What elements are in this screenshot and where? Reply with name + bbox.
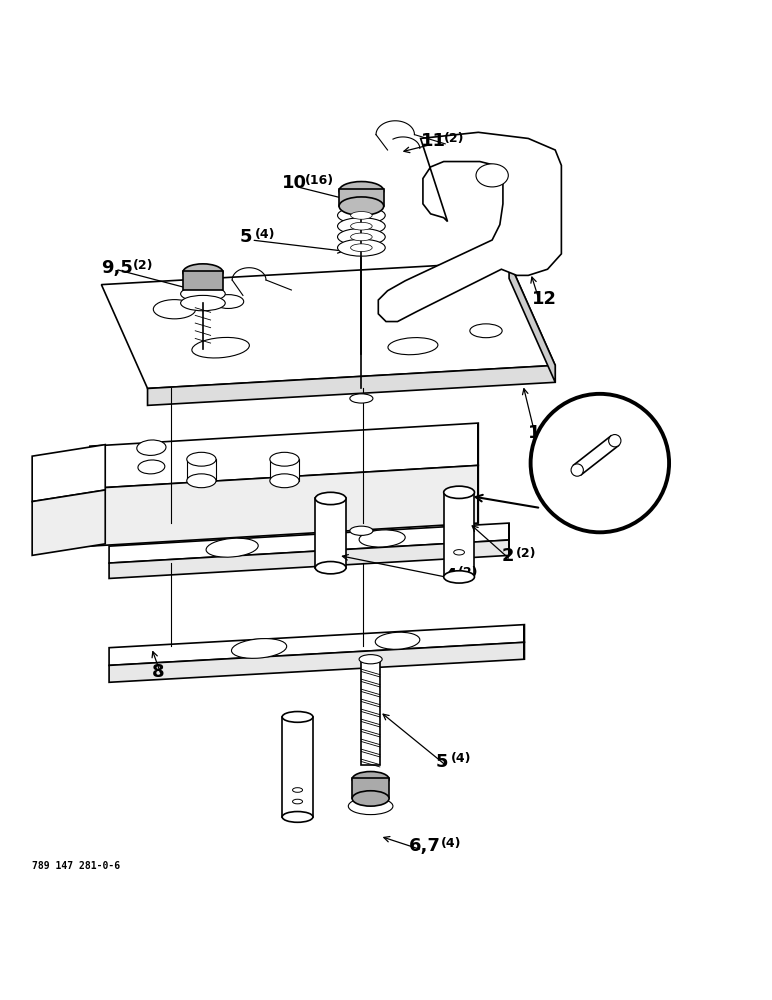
Text: (4): (4) [255, 228, 275, 241]
Ellipse shape [571, 464, 584, 476]
Text: (2): (2) [444, 132, 464, 145]
Ellipse shape [350, 526, 373, 535]
Ellipse shape [337, 228, 385, 245]
Ellipse shape [232, 639, 286, 658]
Ellipse shape [315, 492, 346, 505]
Ellipse shape [444, 486, 475, 498]
Polygon shape [101, 262, 555, 388]
Ellipse shape [187, 452, 216, 466]
Bar [282, 717, 313, 817]
Ellipse shape [181, 286, 225, 302]
Ellipse shape [192, 337, 249, 358]
Text: 12: 12 [532, 290, 557, 308]
Ellipse shape [206, 538, 258, 557]
Text: 10: 10 [282, 174, 307, 192]
Polygon shape [109, 625, 524, 665]
Text: (4): (4) [441, 837, 461, 850]
Ellipse shape [375, 632, 420, 649]
Text: (2): (2) [516, 547, 537, 560]
Ellipse shape [293, 788, 303, 792]
Text: 3: 3 [617, 459, 629, 477]
Text: 789 147 281-0-6: 789 147 281-0-6 [32, 861, 120, 871]
Bar [352, 778, 389, 798]
Polygon shape [90, 465, 479, 546]
Ellipse shape [154, 300, 195, 319]
Ellipse shape [337, 218, 385, 235]
Ellipse shape [350, 222, 372, 230]
Ellipse shape [454, 550, 465, 555]
Ellipse shape [359, 530, 405, 547]
Ellipse shape [339, 197, 384, 215]
Polygon shape [378, 132, 561, 322]
Ellipse shape [444, 571, 475, 583]
Polygon shape [90, 423, 479, 488]
Ellipse shape [183, 264, 223, 281]
Text: 8: 8 [151, 663, 164, 681]
Circle shape [530, 394, 669, 532]
Ellipse shape [337, 207, 385, 224]
Polygon shape [509, 262, 555, 382]
Polygon shape [32, 445, 105, 502]
Text: 2: 2 [501, 547, 514, 565]
Polygon shape [32, 490, 105, 555]
Ellipse shape [181, 295, 225, 311]
Ellipse shape [470, 324, 502, 338]
Text: 9,5: 9,5 [101, 259, 134, 277]
Ellipse shape [388, 338, 438, 355]
Polygon shape [109, 523, 509, 563]
Text: (2): (2) [133, 259, 154, 272]
Ellipse shape [350, 394, 373, 403]
Ellipse shape [282, 812, 313, 822]
Ellipse shape [270, 474, 299, 488]
Ellipse shape [350, 233, 372, 241]
Ellipse shape [359, 655, 382, 664]
Bar [183, 271, 223, 290]
Text: 1: 1 [528, 424, 541, 442]
Ellipse shape [282, 712, 313, 722]
Text: 6,7: 6,7 [409, 837, 441, 855]
Ellipse shape [476, 164, 508, 187]
Bar [270, 459, 299, 481]
Polygon shape [109, 642, 524, 682]
Text: (16): (16) [305, 174, 334, 187]
Ellipse shape [352, 772, 389, 787]
Ellipse shape [187, 474, 216, 488]
Ellipse shape [137, 440, 166, 455]
Text: 5: 5 [240, 228, 252, 246]
Text: (2): (2) [459, 566, 479, 579]
Bar [187, 459, 216, 481]
Polygon shape [147, 365, 555, 405]
Text: 11: 11 [421, 132, 445, 150]
Polygon shape [574, 436, 618, 475]
Ellipse shape [270, 452, 299, 466]
Polygon shape [109, 540, 509, 578]
Text: (4): (4) [451, 752, 471, 765]
Ellipse shape [337, 239, 385, 256]
Text: 4: 4 [444, 567, 456, 585]
Bar [444, 492, 475, 577]
Ellipse shape [350, 244, 372, 252]
Bar [315, 498, 346, 568]
Ellipse shape [339, 182, 384, 200]
Bar [339, 189, 384, 206]
Ellipse shape [348, 798, 393, 815]
Ellipse shape [213, 295, 244, 308]
Ellipse shape [350, 212, 372, 219]
Ellipse shape [352, 791, 389, 806]
Bar [361, 659, 380, 765]
Ellipse shape [138, 460, 165, 474]
Text: (2): (2) [631, 459, 652, 472]
Ellipse shape [315, 562, 346, 574]
Ellipse shape [608, 435, 621, 447]
Ellipse shape [293, 799, 303, 804]
Text: 5: 5 [436, 753, 449, 771]
